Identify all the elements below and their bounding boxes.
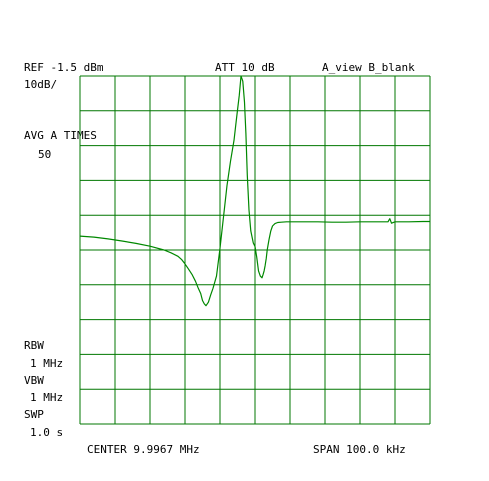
scale-label: 10dB/ xyxy=(24,78,57,91)
sweep-value: 1.0 s xyxy=(30,426,63,439)
vbw-label: VBW xyxy=(24,374,44,387)
rbw-label: RBW xyxy=(24,339,44,352)
center-frequency-label: CENTER 9.9967 MHz xyxy=(87,443,200,456)
sweep-label: SWP xyxy=(24,408,44,421)
trace-view-label: A_view B_blank xyxy=(322,61,415,74)
spectrum-trace xyxy=(79,75,430,307)
avg-label: AVG A TIMES xyxy=(24,129,97,142)
vbw-value: 1 MHz xyxy=(30,391,63,404)
ref-level-label: REF -1.5 dBm xyxy=(24,61,104,74)
avg-value: 50 xyxy=(38,148,51,161)
attenuation-label: ATT 10 dB xyxy=(215,61,275,74)
graticule xyxy=(79,75,431,425)
span-label: SPAN 100.0 kHz xyxy=(313,443,406,456)
rbw-value: 1 MHz xyxy=(30,357,63,370)
